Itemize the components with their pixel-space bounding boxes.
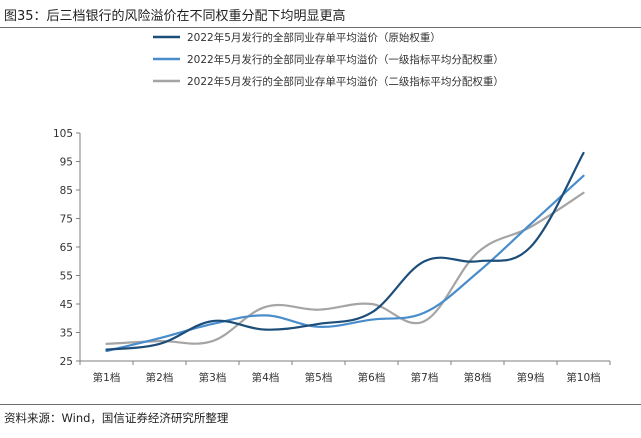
legend-label: 2022年5月发行的全部同业存单平均溢价（一级指标平均分配权重）: [187, 53, 504, 66]
x-tick-label: 第4档: [252, 371, 280, 384]
y-tick-label: 55: [60, 271, 73, 283]
x-tick-label: 第10档: [566, 371, 600, 384]
legend-label: 2022年5月发行的全部同业存单平均溢价（原始权重）: [187, 31, 441, 44]
line-chart: 2022年5月发行的全部同业存单平均溢价（原始权重） 2022年5月发行的全部同业…: [53, 31, 611, 384]
y-axis-ticks: 25 35 45 55 65 75 85 95 105: [53, 128, 80, 368]
figure-title: 图35：后三档银行的风险溢价在不同权重分配下均明显更高: [4, 9, 346, 24]
y-tick-label: 25: [60, 356, 73, 368]
series-line-2: [105, 174, 585, 353]
x-tick-label: 第8档: [464, 371, 492, 384]
y-tick-label: 35: [60, 328, 73, 340]
x-axis-ticks: 第1档 第2档 第3档 第4档 第5档 第6档 第7档 第8档 第9档 第10档: [79, 361, 611, 384]
y-tick-label: 75: [60, 214, 73, 226]
x-tick-label: 第5档: [305, 371, 333, 384]
source-note: 资料来源：Wind，国信证券经济研究所整理: [4, 411, 229, 425]
x-tick-label: 第9档: [517, 371, 545, 384]
x-tick-label: 第1档: [93, 371, 121, 384]
series-line-1: [105, 151, 585, 351]
legend: 2022年5月发行的全部同业存单平均溢价（原始权重） 2022年5月发行的全部同业…: [153, 31, 504, 88]
top-divider: [0, 27, 641, 28]
y-tick-label: 65: [60, 242, 73, 254]
y-tick-label: 45: [60, 299, 73, 311]
x-tick-label: 第6档: [358, 371, 386, 384]
x-tick-label: 第2档: [146, 371, 174, 384]
x-tick-label: 第3档: [199, 371, 227, 384]
series-lines: [105, 151, 585, 353]
y-tick-label: 85: [60, 185, 73, 197]
y-tick-label: 95: [60, 157, 73, 169]
x-tick-label: 第7档: [411, 371, 439, 384]
series-line-3: [105, 191, 585, 345]
y-tick-label: 105: [53, 128, 73, 140]
bottom-divider: [0, 404, 641, 405]
legend-label: 2022年5月发行的全部同业存单平均溢价（二级指标平均分配权重）: [187, 75, 504, 88]
